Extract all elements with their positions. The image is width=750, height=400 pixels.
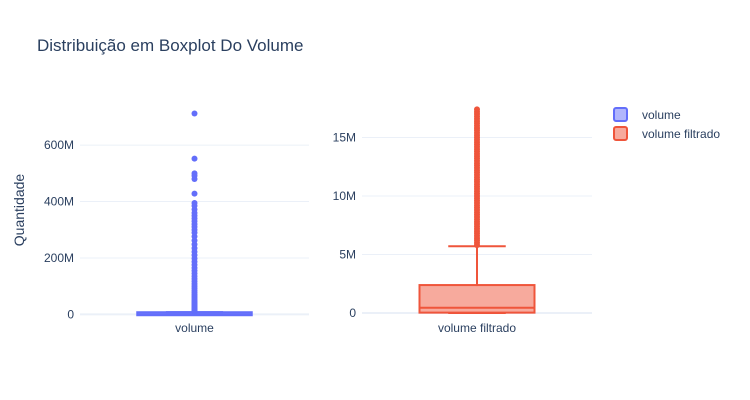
x-tick-label: volume bbox=[175, 321, 214, 335]
subplot-1: 0 200M 400M 600M volume bbox=[44, 110, 309, 335]
y-tick-label: 15M bbox=[333, 130, 356, 144]
legend-swatch bbox=[613, 126, 628, 141]
chart-title: Distribuição em Boxplot Do Volume bbox=[37, 36, 303, 55]
y-tick-label: 0 bbox=[67, 307, 74, 321]
subplots: 0 200M 400M 600M volume 0 5M 10M 15M volume filtr… bbox=[44, 106, 592, 335]
outlier-point bbox=[191, 155, 198, 162]
y-tick-label: 5M bbox=[339, 247, 356, 261]
outlier-point bbox=[474, 106, 480, 113]
legend-label: volume bbox=[642, 108, 681, 122]
outlier-point bbox=[191, 190, 198, 197]
legend-item[interactable]: volume bbox=[613, 107, 681, 122]
outlier-point bbox=[191, 110, 198, 117]
y-tick-label: 600M bbox=[44, 138, 74, 152]
x-tick-label: volume filtrado bbox=[438, 321, 516, 335]
legend-item[interactable]: volume filtrado bbox=[613, 126, 720, 141]
y-tick-label: 400M bbox=[44, 195, 74, 209]
outlier-point bbox=[191, 170, 198, 177]
legend-swatch bbox=[613, 107, 628, 122]
y-tick-label: 0 bbox=[349, 306, 356, 320]
legend[interactable]: volume volume filtrado bbox=[613, 107, 720, 141]
y-tick-label: 10M bbox=[333, 189, 356, 203]
legend-label: volume filtrado bbox=[642, 127, 720, 141]
subplot-2: 0 5M 10M 15M volume filtrado bbox=[333, 106, 592, 335]
y-tick-label: 200M bbox=[44, 251, 74, 265]
y-axis-title: Quantidade bbox=[11, 174, 27, 247]
outlier-point bbox=[191, 199, 198, 206]
